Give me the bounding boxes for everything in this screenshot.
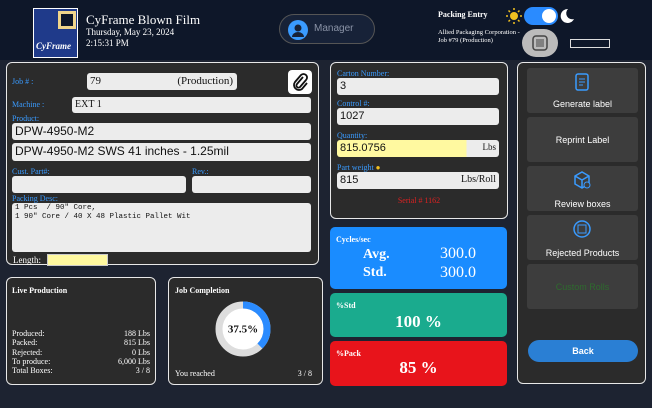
label: Control #: — [337, 99, 370, 108]
label: Machine : — [12, 100, 45, 109]
label: Rev.: — [192, 167, 209, 176]
row-label: Packed: — [12, 338, 38, 348]
time: 2:15:31 PM — [86, 38, 129, 48]
donut-arc — [215, 301, 271, 357]
part-weight-input[interactable]: 815 Lbs/Roll — [337, 172, 499, 189]
custom-rolls-button[interactable]: Custom Rolls — [527, 264, 638, 309]
clip-icon — [293, 73, 308, 91]
row-value: 6,000 Lbs — [118, 356, 150, 366]
reached-value: 3 / 8 — [297, 369, 312, 378]
row-label: Total Boxes: — [12, 366, 53, 376]
reprint-label-button[interactable]: Reprint Label — [527, 117, 638, 162]
app-name: CyFrame Blown Film — [86, 12, 201, 27]
back-button[interactable]: Back — [528, 340, 638, 362]
rejected-products-button[interactable]: Rejected Products — [527, 215, 638, 260]
manager-label: Manager — [314, 23, 354, 34]
row-label: Rejected: — [12, 347, 43, 357]
icon — [574, 171, 591, 189]
unit: Lbs — [482, 142, 497, 152]
scan-input[interactable] — [570, 39, 610, 48]
std-title: %Std — [336, 301, 356, 310]
quantity-input[interactable]: 815.0756 Lbs — [337, 140, 499, 157]
std-box: %Std 100 % — [330, 293, 507, 337]
button-label: Reprint Label — [555, 135, 610, 145]
logo-text: CyFrame — [36, 41, 71, 51]
part-weight: 815 — [340, 174, 359, 186]
attach-button[interactable] — [288, 70, 312, 94]
rev-input[interactable] — [192, 176, 311, 193]
user-icon — [288, 20, 308, 40]
quantity: 815.0756 — [340, 142, 386, 154]
cust-part-input[interactable] — [12, 176, 186, 193]
row-value: 188 Lbs — [124, 329, 150, 338]
theme-toggle[interactable] — [505, 6, 575, 26]
button-label: Rejected Products — [545, 248, 620, 258]
donut: 37.5% — [215, 301, 271, 357]
button-label: Custom Rolls — [555, 282, 610, 292]
cycles-title: Cycles/sec — [336, 235, 371, 244]
avg: 300.0 — [440, 245, 476, 262]
serial: Serial # 1162 — [397, 196, 441, 205]
label: Part weight ● — [337, 163, 381, 172]
pack-value: 85 % — [399, 358, 438, 377]
manager-button[interactable]: Manager — [279, 14, 375, 44]
length-input[interactable] — [47, 254, 108, 266]
packing-entry: Packing Entry — [438, 10, 488, 19]
row-value: 3 / 8 — [135, 366, 150, 376]
job-input[interactable]: 79 (Production) — [87, 73, 237, 90]
unit: Lbs/Roll — [460, 174, 496, 185]
product-desc-input[interactable]: DPW-4950-M2 SWS 41 inches - 1.25mil — [12, 143, 311, 161]
barcode-button[interactable] — [522, 29, 558, 57]
product-input[interactable]: DPW-4950-M2 — [12, 123, 311, 140]
label: Product: — [12, 114, 40, 123]
review-boxes-button[interactable]: Review boxes — [527, 166, 638, 211]
machine-input[interactable]: EXT 1 — [72, 97, 311, 113]
label: Cust. Part#: — [12, 167, 50, 176]
row-value: 0 Lbs — [132, 347, 150, 357]
row-label: To produce: — [12, 356, 51, 366]
barcode-icon — [532, 35, 548, 51]
button-label: Generate label — [552, 99, 613, 109]
job-status: (Production) — [177, 75, 233, 87]
label: Quantity: — [337, 131, 368, 140]
row-value: 815 Lbs — [124, 338, 150, 348]
label: Carton Number: — [337, 69, 390, 78]
label: Length: — [13, 255, 41, 265]
reached-label: You reached — [175, 369, 215, 378]
live-production-panel — [6, 277, 156, 385]
button-label: Review boxes — [554, 199, 611, 209]
packing-desc[interactable]: 1 Pcs / 90" Core, 1 90" Core / 40 X 48 P… — [12, 203, 311, 252]
std: 300.0 — [440, 264, 476, 281]
live-title: Live Production — [12, 286, 68, 295]
control-input[interactable]: 1027 — [337, 108, 499, 125]
job-number: 79 — [90, 75, 101, 87]
logo: CyFrame — [33, 8, 78, 58]
row-label: Produced: — [12, 329, 45, 338]
logo-mark — [58, 11, 76, 29]
label: Std. — [363, 265, 387, 280]
pack-box: %Pack 85 % — [330, 341, 507, 386]
icon — [575, 73, 589, 91]
lock-icon: ● — [375, 163, 381, 172]
label: Packing Desc: — [12, 194, 58, 203]
label-text: Part weight — [337, 163, 374, 172]
std-value: 100 % — [395, 312, 442, 331]
label: Avg. — [363, 247, 390, 262]
label: Job # : — [12, 77, 34, 86]
percent-label: 37.5% — [228, 324, 258, 336]
carton-input[interactable]: 3 — [337, 78, 499, 95]
date: Thursday, May 23, 2024 — [86, 27, 175, 37]
completion-title: Job Completion — [175, 286, 230, 295]
customer: Allied Packaging Corporation - Job #79 (… — [438, 29, 520, 44]
pack-title: %Pack — [336, 349, 361, 358]
icon — [573, 220, 591, 238]
generate-label-button[interactable]: Generate label — [527, 68, 638, 113]
cycles-box: Cycles/sec Avg. 300.0 Std. 300.0 — [330, 227, 507, 289]
